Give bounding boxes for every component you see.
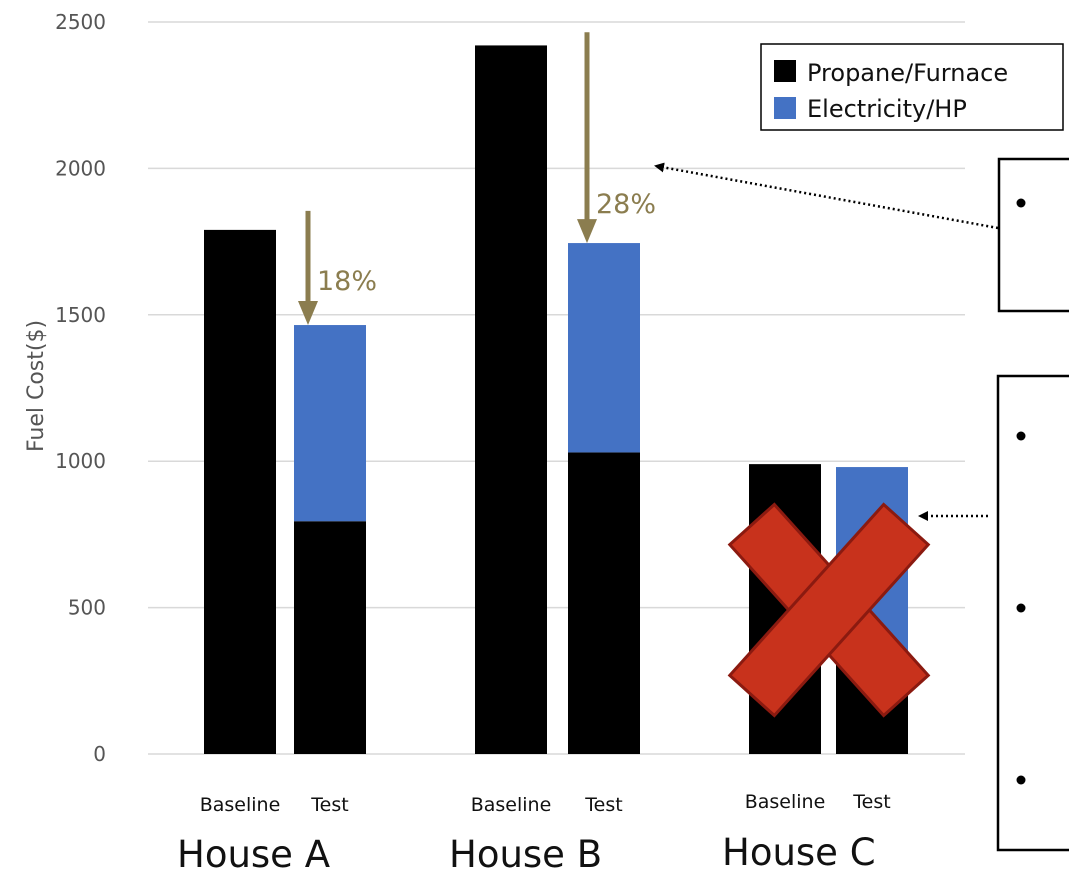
y-tick-label: 1000 [55,449,106,473]
gridlines [148,21,965,755]
category-labels: Baseline Test House A Baseline Test House B Ba… [177,791,891,873]
legend-box [760,43,1064,131]
bar-electricity [294,325,366,522]
legend: Propane/Furnace Electricity/HP [760,43,1064,131]
bar-propane [294,521,366,754]
callout-box-top [997,157,1069,313]
bar-propane [568,452,640,754]
y-axis-label: Fuel Cost($) [24,320,49,452]
y-axis-ticks: 0 500 1000 1500 2000 2500 [55,10,106,766]
group-label: House C [722,831,876,873]
bars [204,45,908,754]
bar-electricity [568,243,640,453]
reduction-arrow-head [298,301,318,326]
bar-category-label: Test [584,794,622,816]
y-tick-label: 2000 [55,156,106,180]
bar-category-label: Test [852,791,890,813]
reduction-label: 28% [596,189,656,220]
pointer-arrow-house-b [654,162,999,230]
bullet-dot [1016,775,1026,785]
bullet-dot [1016,198,1026,208]
reduction-arrows: 18% 28% [298,32,656,326]
y-tick-label: 0 [93,742,106,766]
y-tick-label: 500 [68,596,106,620]
bullet-dot [1016,603,1026,613]
legend-label-propane: Propane/Furnace [807,59,1008,87]
y-tick-label: 1500 [55,303,106,327]
reduction-arrow-head [577,219,597,244]
bar-category-label: Baseline [200,794,281,816]
cross-arm [727,502,931,718]
bar-category-label: Baseline [745,791,826,813]
bar-category-label: Baseline [471,794,552,816]
group-label: House B [449,833,602,873]
group-label: House A [177,833,330,873]
cross-out-icon [727,502,931,718]
bar-category-label: Test [310,794,348,816]
reduction-label: 18% [317,266,377,297]
y-tick-label: 2500 [55,10,106,34]
legend-label-electricity: Electricity/HP [807,95,967,123]
bar-propane [475,45,547,754]
legend-swatch-electricity [774,97,796,119]
bar-propane [204,229,276,754]
callout-box-bottom [996,374,1069,852]
bullet-dot [1016,431,1026,441]
legend-swatch-propane [774,60,796,82]
